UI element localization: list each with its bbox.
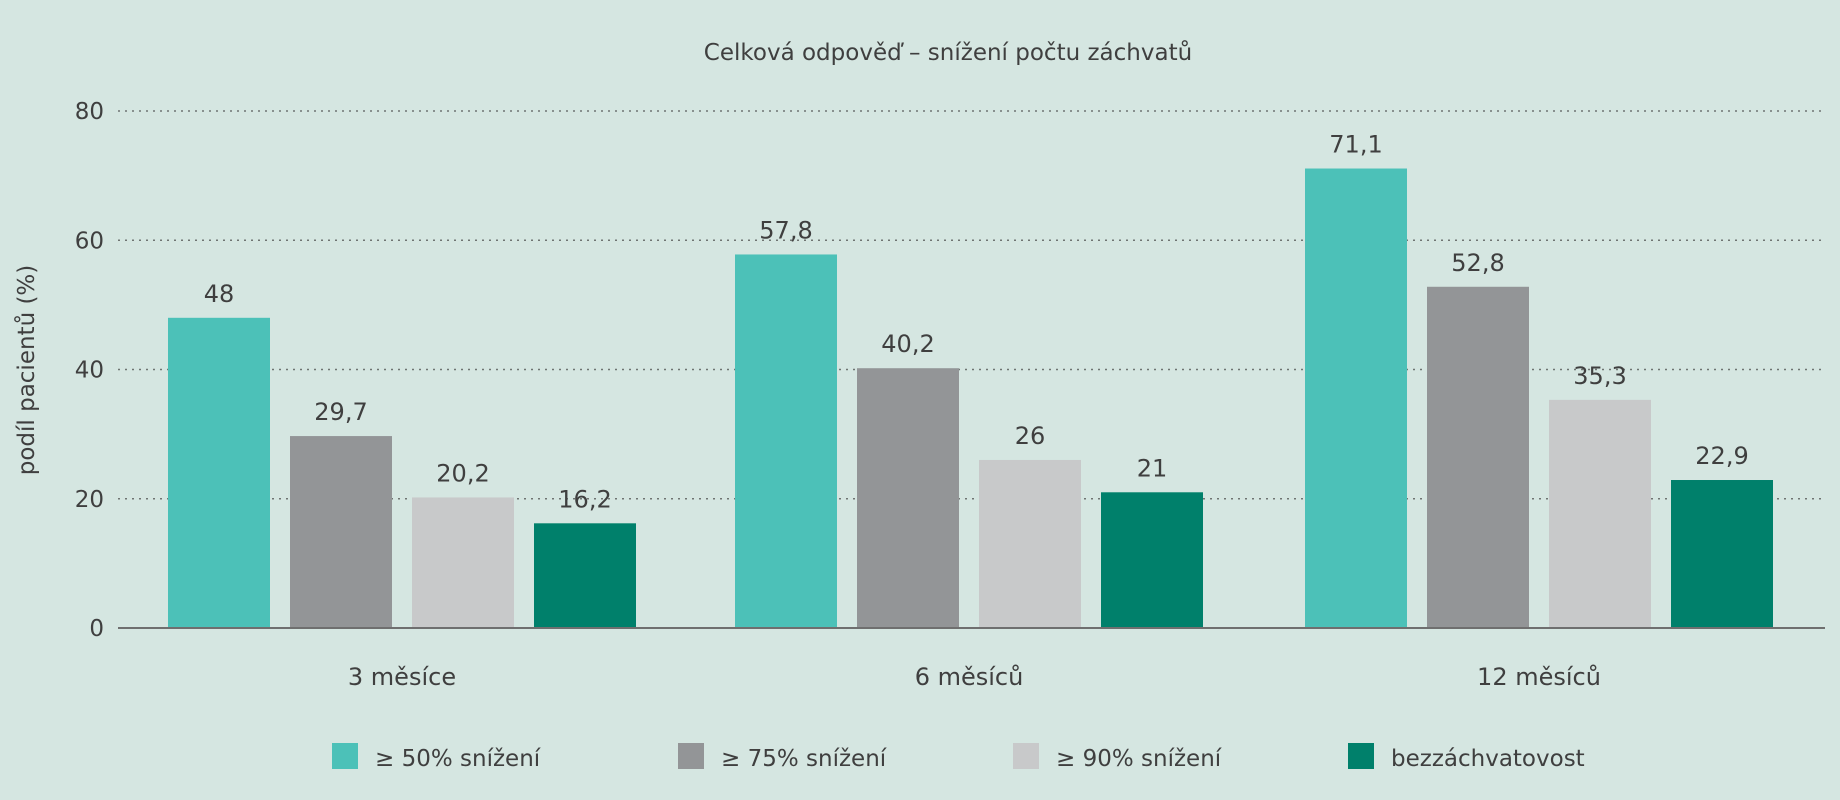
y-axis-label: podíl pacientů (%) [13, 265, 40, 476]
chart-title: Celková odpověď – snížení počtu záchvatů [704, 39, 1192, 66]
x-tick-label: 12 měsíců [1477, 663, 1601, 691]
bar-value-label: 26 [1015, 422, 1046, 450]
y-tick-label: 0 [89, 616, 104, 642]
bar-value-label: 71,1 [1329, 131, 1382, 159]
bar [1305, 168, 1407, 629]
bar [857, 368, 959, 628]
bar [1427, 286, 1529, 628]
y-tick-label: 20 [75, 487, 104, 513]
y-tick-label: 60 [75, 228, 104, 254]
bar [979, 459, 1081, 628]
bar-value-label: 40,2 [881, 330, 934, 358]
bar [168, 317, 270, 628]
bar-value-label: 35,3 [1573, 362, 1626, 390]
y-axis-ticks: 0 20 40 60 80 [75, 99, 104, 642]
bar [412, 497, 514, 628]
bar-value-label: 22,9 [1695, 442, 1748, 470]
legend-swatch [1013, 743, 1039, 769]
gridlines [118, 110, 1825, 500]
bar-value-label: 57,8 [759, 216, 812, 244]
bar [290, 436, 392, 628]
legend-label: ≥ 75% snížení [721, 746, 887, 772]
bar [534, 523, 636, 628]
bar [735, 254, 837, 628]
bar-value-label: 48 [204, 280, 235, 308]
legend-label: ≥ 90% snížení [1056, 746, 1222, 772]
legend-swatch [1348, 743, 1374, 769]
category-labels: 3 měsíce 6 měsíců 12 měsíců [348, 663, 1601, 691]
x-tick-label: 3 měsíce [348, 663, 456, 691]
bar [1671, 480, 1773, 628]
legend-label: bezzáchvatovost [1391, 746, 1585, 772]
bar-value-label: 29,7 [314, 398, 367, 426]
value-labels: 48 29,7 20,2 16,2 57,8 40,2 26 21 71,1 52,8 35,3 22… [204, 131, 1749, 514]
bar-value-label: 20,2 [436, 459, 489, 487]
bar-value-label: 21 [1137, 454, 1168, 482]
bar-value-label: 16,2 [558, 485, 611, 513]
y-tick-label: 40 [75, 358, 104, 384]
bar [1101, 492, 1203, 628]
y-tick-label: 80 [75, 99, 104, 125]
legend-swatch [332, 743, 358, 769]
legend-swatch [678, 743, 704, 769]
bar-value-label: 52,8 [1451, 249, 1504, 277]
bar [1549, 399, 1651, 628]
bars [168, 168, 1773, 629]
x-tick-label: 6 měsíců [915, 663, 1024, 691]
legend: ≥ 50% snížení ≥ 75% snížení ≥ 90% snížení b… [332, 743, 1585, 772]
legend-label: ≥ 50% snížení [375, 746, 541, 772]
